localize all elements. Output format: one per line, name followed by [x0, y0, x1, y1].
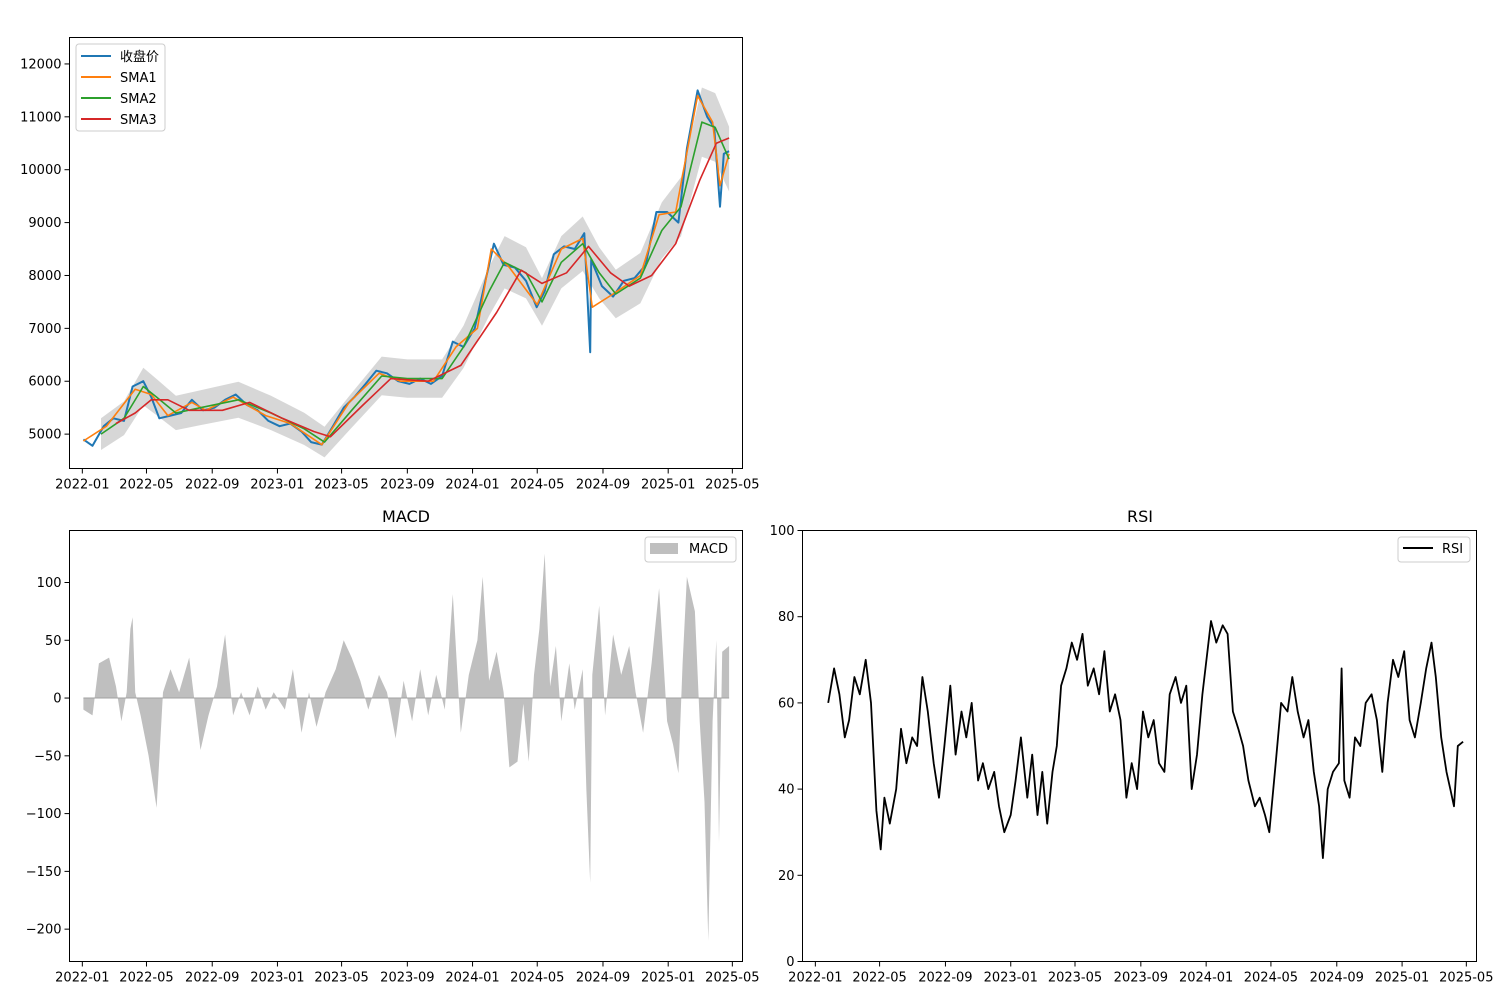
- rsi-line-series: [827, 620, 1464, 859]
- price-y-tick-label: 8000: [28, 269, 61, 284]
- macd-y-tick-label: −100: [26, 807, 62, 822]
- rsi-chart-title: RSI: [1127, 507, 1153, 526]
- rsi-axes-frame: [802, 530, 1477, 962]
- price-y-tick-label: 12000: [20, 57, 61, 72]
- macd-legend: MACD: [644, 536, 737, 563]
- macd-y-tick-label: 100: [37, 576, 62, 591]
- series-sma1-line: [82, 94, 730, 446]
- price-envelope-area: [101, 87, 730, 458]
- price-x-tick-label: 2024-09: [576, 478, 630, 493]
- macd-chart-panel: MACD 2022-01 2022-05 2022-09 2023-01 2023-05…: [26, 507, 760, 986]
- rsi-legend-box: [1397, 536, 1471, 563]
- macd-x-tick-label: 2025-05: [705, 971, 759, 986]
- legend-label: MACD: [689, 542, 728, 557]
- macd-axes-frame: [69, 530, 743, 962]
- price-x-tick-label: 2023-01: [250, 478, 304, 493]
- rsi-y-tick-label: 60: [778, 696, 795, 711]
- rsi-x-tick-label: 2023-05: [1048, 971, 1102, 986]
- rsi-y-tick-label: 20: [778, 869, 795, 884]
- rsi-x-axis: 2022-01 2022-05 2022-09 2023-01 2023-05 2023-…: [788, 961, 1493, 986]
- macd-x-tick-label: 2023-05: [314, 971, 368, 986]
- price-x-tick-label: 2024-05: [510, 478, 564, 493]
- macd-y-tick-label: −50: [34, 749, 61, 764]
- price-y-tick-label: 7000: [28, 322, 61, 337]
- rsi-x-tick-label: 2022-01: [788, 971, 842, 986]
- price-legend: 收盘价 SMA1 SMA2 SMA3: [75, 43, 166, 132]
- rsi-x-tick-label: 2023-01: [984, 971, 1038, 986]
- price-chart-panel: 2022-01 2022-05 2022-09 2023-01 2023-05 2023-…: [20, 37, 760, 493]
- macd-x-tick-label: 2024-05: [510, 971, 564, 986]
- rsi-x-tick-label: 2024-09: [1310, 971, 1364, 986]
- price-x-tick-label: 2022-09: [185, 478, 239, 493]
- rsi-y-tick-label: 40: [778, 783, 795, 798]
- macd-x-axis: 2022-01 2022-05 2022-09 2023-01 2023-05 2023-…: [55, 961, 760, 986]
- macd-y-tick-label: 50: [45, 634, 62, 649]
- macd-x-tick-label: 2024-01: [445, 971, 499, 986]
- legend-label: 收盘价: [120, 49, 159, 65]
- rsi-chart-panel: RSI 2022-01 2022-05 2022-09 2023-01 2023-05 2…: [770, 507, 1494, 986]
- legend-label: SMA2: [120, 92, 157, 107]
- rsi-x-tick-label: 2024-05: [1244, 971, 1298, 986]
- price-y-tick-label: 10000: [20, 163, 61, 178]
- price-x-tick-label: 2025-05: [705, 478, 759, 493]
- series-sma3-line: [115, 137, 730, 438]
- price-y-tick-label: 6000: [28, 375, 61, 390]
- rsi-x-tick-label: 2023-09: [1114, 971, 1168, 986]
- rsi-x-tick-label: 2025-01: [1375, 971, 1429, 986]
- price-y-tick-label: 9000: [28, 216, 61, 231]
- price-x-tick-label: 2023-05: [314, 478, 368, 493]
- rsi-x-tick-label: 2022-05: [852, 971, 906, 986]
- price-x-tick-label: 2022-01: [55, 478, 109, 493]
- price-y-tick-label: 5000: [28, 428, 61, 443]
- price-x-axis: 2022-01 2022-05 2022-09 2023-01 2023-05 2023-…: [55, 468, 760, 493]
- price-x-tick-label: 2022-05: [119, 478, 173, 493]
- legend-label: SMA3: [120, 113, 157, 128]
- price-legend-box: [75, 43, 166, 132]
- macd-x-tick-label: 2023-09: [380, 971, 434, 986]
- price-y-axis: 5000 6000 7000 8000 9000 10000 11000 12000: [20, 57, 70, 443]
- macd-chart-title: MACD: [382, 507, 430, 526]
- macd-x-tick-label: 2022-05: [119, 971, 173, 986]
- legend-swatch: [650, 543, 678, 554]
- price-x-tick-label: 2024-01: [445, 478, 499, 493]
- legend-label: SMA1: [120, 71, 157, 86]
- macd-x-tick-label: 2025-01: [641, 971, 695, 986]
- macd-x-tick-label: 2024-09: [576, 971, 630, 986]
- price-axes-frame: [69, 37, 743, 469]
- macd-area-series: [83, 553, 730, 941]
- price-y-tick-label: 11000: [20, 110, 61, 125]
- rsi-x-tick-label: 2025-05: [1439, 971, 1493, 986]
- rsi-x-tick-label: 2024-01: [1179, 971, 1233, 986]
- price-envelope-band: [101, 87, 730, 458]
- macd-x-tick-label: 2022-09: [185, 971, 239, 986]
- macd-y-tick-label: −200: [26, 923, 62, 938]
- macd-x-tick-label: 2023-01: [250, 971, 304, 986]
- macd-y-tick-label: −150: [26, 865, 62, 880]
- rsi-x-tick-label: 2022-09: [918, 971, 972, 986]
- legend-label: RSI: [1442, 542, 1463, 557]
- rsi-legend: RSI: [1397, 536, 1471, 563]
- rsi-y-tick-label: 0: [786, 955, 794, 970]
- macd-y-axis: −200 −150 −100 −50 0 50 100: [26, 576, 70, 938]
- macd-x-tick-label: 2022-01: [55, 971, 109, 986]
- rsi-y-tick-label: 100: [770, 524, 795, 539]
- price-x-tick-label: 2025-01: [641, 478, 695, 493]
- price-series-lines: [82, 89, 730, 447]
- rsi-y-axis: 0 20 40 60 80 100: [770, 524, 803, 970]
- series-sma2-line: [100, 121, 730, 443]
- price-x-tick-label: 2023-09: [380, 478, 434, 493]
- rsi-y-tick-label: 80: [778, 610, 795, 625]
- macd-y-tick-label: 0: [53, 692, 61, 707]
- series-rsi-line: [827, 620, 1464, 859]
